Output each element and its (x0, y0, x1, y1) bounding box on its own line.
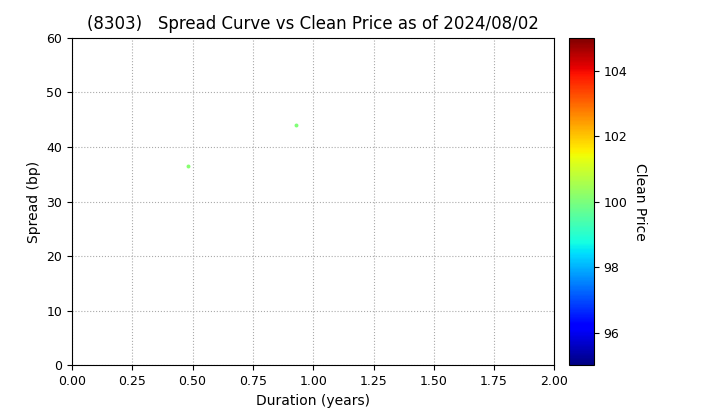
Point (291, 122, 302, 129)
Y-axis label: Clean Price: Clean Price (633, 163, 647, 241)
Point (182, 163, 194, 170)
Y-axis label: Spread (bp): Spread (bp) (27, 160, 41, 243)
X-axis label: Duration (years): Duration (years) (256, 394, 370, 408)
Title: (8303)   Spread Curve vs Clean Price as of 2024/08/02: (8303) Spread Curve vs Clean Price as of… (87, 16, 539, 34)
